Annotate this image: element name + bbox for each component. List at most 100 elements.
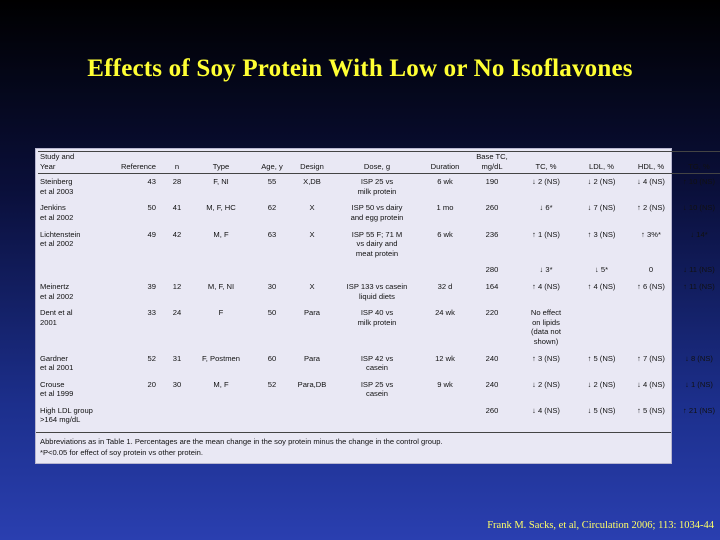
cell-tc: ↑ 3 (NS) bbox=[532, 353, 560, 363]
cell-n: 42 bbox=[172, 229, 182, 239]
cell-n: 24 bbox=[172, 308, 182, 318]
cell-duration: 6 wk bbox=[437, 229, 453, 239]
table-row: Jenkins et al 2002 50 41 M, F, HC 62 X I… bbox=[38, 200, 720, 226]
footnote-significance: *P<0.05 for effect of soy protein vs oth… bbox=[40, 448, 204, 457]
table-row: High LDL group >164 mg/dL 260 ↓ 4 (NS) ↓… bbox=[38, 403, 720, 430]
cell-n: 31 bbox=[172, 353, 182, 363]
cell-dose: ISP 55 F; 71 M vs dairy and meat protein bbox=[351, 229, 403, 258]
cell-base-tc: 280 bbox=[485, 265, 499, 275]
cell-tg: ↓ 1 (NS) bbox=[685, 379, 713, 389]
cell-tg bbox=[675, 305, 720, 350]
cell-reference: 39 bbox=[147, 281, 156, 291]
table-footnotes: Abbreviations as in Table 1. Percentages… bbox=[36, 432, 671, 458]
cell-duration: 24 wk bbox=[435, 308, 455, 318]
cell-tg: ↓ 8 (NS) bbox=[685, 353, 713, 363]
cell-tg: ↓ 10 (NS) bbox=[682, 203, 716, 213]
table-row: Meinertz et al 2002 39 12 M, F, NI 30 X … bbox=[38, 279, 720, 305]
cell-study: Crouse et al 1999 bbox=[40, 379, 74, 399]
cell-tc: ↑ 1 (NS) bbox=[532, 229, 560, 239]
header-n: n bbox=[164, 151, 190, 175]
citation: Frank M. Sacks, et al, Circulation 2006;… bbox=[487, 520, 714, 531]
header-base-tc: Base TC, mg/dL bbox=[468, 151, 516, 175]
header-study-year: Study and Year bbox=[38, 151, 114, 175]
cell-type: M, F, HC bbox=[206, 203, 236, 213]
cell-duration: 9 wk bbox=[437, 379, 453, 389]
cell-base-tc: 260 bbox=[485, 203, 499, 213]
cell-hdl: ↑ 2 (NS) bbox=[637, 203, 665, 213]
table-row: 280 ↓ 3* ↓ 5* 0 ↓ 11 (NS) bbox=[38, 262, 720, 279]
cell-design: X,DB bbox=[303, 177, 321, 187]
cell-reference: 33 bbox=[147, 308, 156, 318]
cell-age: 30 bbox=[267, 281, 277, 291]
soy-protein-table: Study and Year Reference n Type Age, y D… bbox=[38, 151, 720, 430]
cell-age: 50 bbox=[267, 308, 277, 318]
cell-type: F bbox=[218, 308, 224, 318]
cell-ldl bbox=[576, 305, 627, 350]
table-row: Lichtenstein et al 2002 49 42 M, F 63 X … bbox=[38, 227, 720, 263]
cell-study bbox=[38, 262, 114, 279]
table-row: Steinberg et al 2003 43 28 F, NI 55 X,DB… bbox=[38, 174, 720, 201]
cell-tg: ↓ 14* bbox=[690, 229, 708, 239]
cell-hdl: ↑ 6 (NS) bbox=[637, 281, 665, 291]
cell-design bbox=[292, 403, 332, 430]
cell-type: M, F bbox=[213, 379, 229, 389]
header-reference: Reference bbox=[114, 151, 164, 175]
table-row: Dent et al 2001 33 24 F 50 Para ISP 40 v… bbox=[38, 305, 720, 350]
cell-base-tc: 260 bbox=[485, 405, 499, 415]
cell-base-tc: 220 bbox=[485, 308, 499, 318]
cell-n bbox=[164, 262, 190, 279]
cell-hdl: ↓ 4 (NS) bbox=[637, 379, 665, 389]
cell-study: Steinberg et al 2003 bbox=[40, 177, 74, 196]
cell-reference: 43 bbox=[147, 177, 156, 187]
cell-design: X bbox=[309, 229, 315, 239]
cell-reference: 20 bbox=[147, 379, 156, 389]
cell-study: Gardner et al 2001 bbox=[40, 353, 74, 373]
cell-dose bbox=[332, 262, 422, 279]
cell-study: Dent et al 2001 bbox=[40, 308, 73, 327]
cell-design: Para bbox=[303, 353, 321, 363]
header-age: Age, y bbox=[252, 151, 292, 175]
cell-ldl: ↓ 5 (NS) bbox=[587, 405, 616, 415]
cell-base-tc: 190 bbox=[485, 177, 499, 187]
cell-tg: ↓ 11 (NS) bbox=[683, 265, 715, 275]
cell-design bbox=[292, 262, 332, 279]
header-tc: TC, % bbox=[516, 151, 576, 175]
cell-dose: ISP 133 vs casein liquid diets bbox=[346, 281, 408, 301]
cell-design: Para,DB bbox=[297, 379, 327, 389]
cell-n: 28 bbox=[172, 177, 182, 187]
cell-hdl: ↑ 7 (NS) bbox=[637, 353, 665, 363]
cell-base-tc: 164 bbox=[485, 281, 499, 291]
soy-protein-table-panel: Study and Year Reference n Type Age, y D… bbox=[35, 148, 720, 464]
cell-hdl: ↓ 4 (NS) bbox=[637, 177, 665, 187]
cell-tc: ↓ 4 (NS) bbox=[532, 405, 560, 415]
cell-ldl: ↓ 7 (NS) bbox=[587, 203, 616, 213]
cell-duration: 32 d bbox=[437, 281, 453, 291]
cell-tc: ↓ 6* bbox=[539, 203, 553, 213]
cell-reference bbox=[114, 403, 164, 430]
cell-type: F, Postmen bbox=[202, 353, 240, 363]
cell-n: 12 bbox=[172, 281, 182, 291]
cell-ldl: ↑ 5 (NS) bbox=[587, 353, 616, 363]
cell-hdl: ↑ 3%* bbox=[641, 229, 661, 239]
cell-ldl: ↓ 2 (NS) bbox=[587, 177, 616, 187]
cell-dose bbox=[332, 403, 422, 430]
cell-tc: ↓ 3* bbox=[539, 265, 553, 275]
cell-type: M, F, NI bbox=[207, 281, 235, 291]
cell-tc: ↓ 2 (NS) bbox=[532, 379, 560, 389]
cell-reference: 50 bbox=[147, 203, 156, 213]
cell-ldl: ↑ 4 (NS) bbox=[587, 281, 616, 291]
cell-tc: ↓ 2 (NS) bbox=[532, 177, 560, 187]
cell-age: 52 bbox=[267, 379, 277, 389]
cell-study: Meinertz et al 2002 bbox=[40, 281, 74, 301]
cell-duration: 1 mo bbox=[436, 203, 454, 213]
cell-tc: No effect on lipids (data not shown) bbox=[530, 308, 562, 346]
cell-type bbox=[190, 262, 252, 279]
table-row: Gardner et al 2001 52 31 F, Postmen 60 P… bbox=[38, 351, 720, 377]
header-hdl: HDL, % bbox=[627, 151, 675, 175]
cell-age: 60 bbox=[267, 353, 277, 363]
cell-design: Para bbox=[303, 308, 321, 318]
header-duration: Duration bbox=[422, 151, 468, 175]
cell-reference: 52 bbox=[147, 353, 156, 363]
cell-age: 62 bbox=[267, 203, 277, 213]
cell-n bbox=[164, 403, 190, 430]
